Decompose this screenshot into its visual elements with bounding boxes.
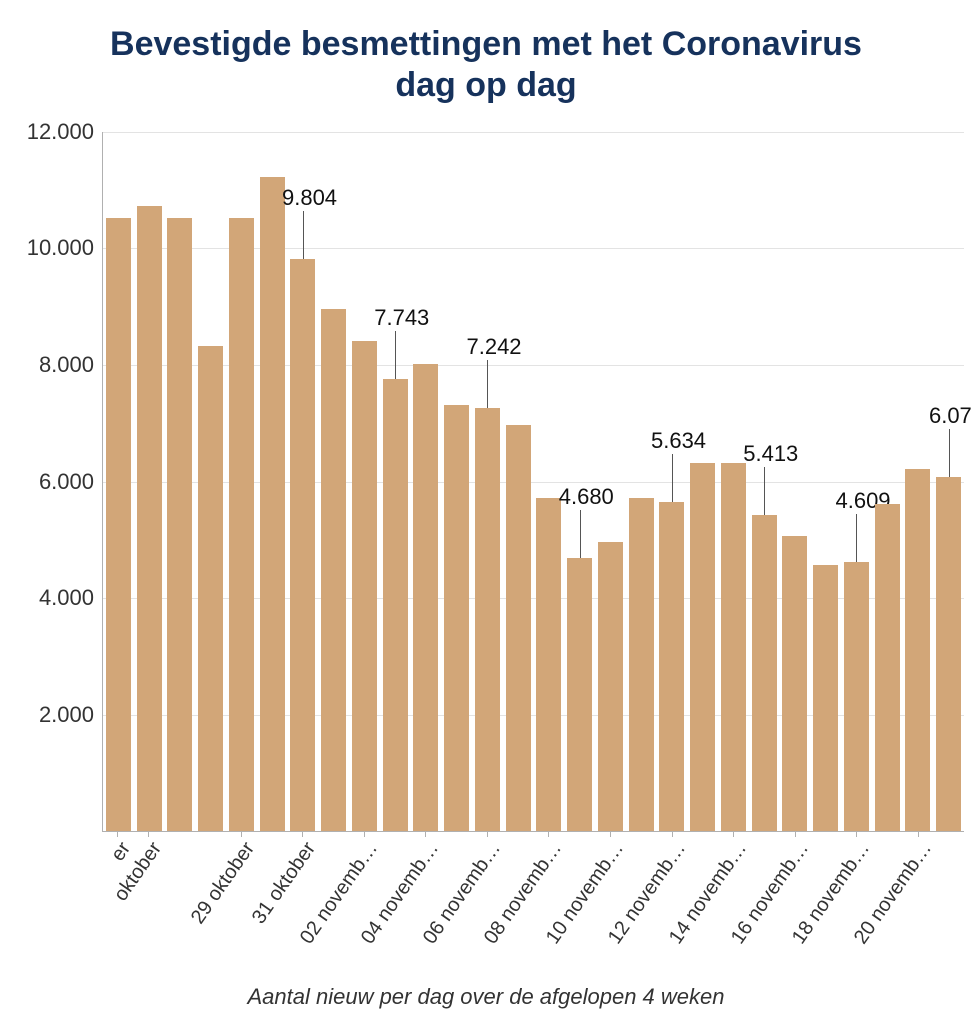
bar — [106, 218, 131, 831]
bar — [598, 542, 623, 831]
x-tick — [425, 831, 426, 837]
bar-slot — [441, 132, 472, 831]
x-tick — [733, 831, 734, 837]
value-callout-stem — [672, 454, 673, 502]
bar — [875, 504, 900, 831]
y-tick-label: 2.000 — [6, 702, 94, 728]
bar — [721, 463, 746, 831]
bar-slot — [349, 132, 380, 831]
bar-slot — [626, 132, 657, 831]
bar — [260, 177, 285, 830]
bar-slot: 7.743 — [380, 132, 411, 831]
bar — [782, 536, 807, 831]
bar — [813, 565, 838, 830]
chart-title-line: Bevestigde besmettingen met het Coronavi… — [110, 25, 862, 63]
bar — [383, 379, 408, 831]
value-callout: 6.07 — [929, 403, 972, 429]
bar — [167, 218, 192, 831]
bar-slot: 9.804 — [288, 132, 319, 831]
bar-slot: 6.07 — [933, 132, 964, 831]
bar-slot — [257, 132, 288, 831]
bar — [905, 469, 930, 831]
bar-slot — [903, 132, 934, 831]
bar — [536, 498, 561, 831]
plot-area: 9.8047.7437.2424.6805.6345.4134.6096.07 … — [6, 132, 966, 832]
x-axis-labels: eroktober29 oktober31 oktober02 novemb…0… — [6, 832, 966, 982]
bars-group: 9.804 7.743 7.242 4.680 5.634 5.413 4.609 6.07 — [103, 132, 964, 831]
bar — [290, 259, 315, 831]
bar-slot — [872, 132, 903, 831]
bar — [352, 341, 377, 831]
chart-container: Bevestigde besmettingen met het Coronavi… — [0, 0, 972, 1020]
x-tick — [117, 831, 118, 837]
bar — [229, 218, 254, 831]
bar-slot: 5.634 — [657, 132, 688, 831]
x-tick — [795, 831, 796, 837]
y-tick-label: 12.000 — [6, 119, 94, 145]
bar-slot: 4.609 — [841, 132, 872, 831]
bar-slot — [595, 132, 626, 831]
bar-slot — [195, 132, 226, 831]
x-tick — [241, 831, 242, 837]
bar — [413, 364, 438, 831]
y-tick-label: 6.000 — [6, 469, 94, 495]
plot-inner: 9.804 7.743 7.242 4.680 5.634 5.413 4.609 6.07 — [102, 132, 964, 832]
y-tick-label: 4.000 — [6, 585, 94, 611]
bar-slot — [134, 132, 165, 831]
value-callout-stem — [764, 467, 765, 515]
x-tick — [918, 831, 919, 837]
bar-slot — [103, 132, 134, 831]
bar — [629, 498, 654, 831]
bar-slot — [165, 132, 196, 831]
x-tick — [672, 831, 673, 837]
x-tick — [487, 831, 488, 837]
x-tick — [610, 831, 611, 837]
bar — [567, 558, 592, 831]
bar-slot — [687, 132, 718, 831]
chart-subtitle: Aantal nieuw per dag over de afgelopen 4… — [6, 984, 966, 1010]
bar — [936, 477, 961, 831]
bar — [752, 515, 777, 831]
bar-slot — [780, 132, 811, 831]
x-tick — [302, 831, 303, 837]
bar — [844, 562, 869, 831]
value-callout-stem — [303, 211, 304, 259]
bar — [659, 502, 684, 831]
bar-slot — [226, 132, 257, 831]
bar-slot: 5.413 — [749, 132, 780, 831]
bar-slot: 4.680 — [564, 132, 595, 831]
bar-slot — [411, 132, 442, 831]
bar — [321, 309, 346, 831]
chart-title-line: dag op dag — [395, 66, 576, 104]
value-callout-stem — [395, 331, 396, 379]
x-tick — [148, 831, 149, 837]
value-callout-stem — [949, 429, 950, 477]
bar — [690, 463, 715, 831]
bar-slot — [810, 132, 841, 831]
bar-slot — [534, 132, 565, 831]
x-tick — [364, 831, 365, 837]
bar — [506, 425, 531, 830]
bar — [444, 405, 469, 831]
value-callout-stem — [856, 514, 857, 562]
bar — [137, 206, 162, 830]
y-tick-label: 10.000 — [6, 235, 94, 261]
chart-title: Bevestigde besmettingen met het Coronavi… — [14, 24, 958, 106]
bar — [475, 408, 500, 830]
bar-slot — [503, 132, 534, 831]
y-tick-label: 8.000 — [6, 352, 94, 378]
bar-slot — [318, 132, 349, 831]
bar — [198, 346, 223, 830]
bar-slot — [718, 132, 749, 831]
value-callout-stem — [580, 510, 581, 558]
x-tick — [548, 831, 549, 837]
value-callout-stem — [487, 360, 488, 408]
bar-slot: 7.242 — [472, 132, 503, 831]
x-tick — [856, 831, 857, 837]
